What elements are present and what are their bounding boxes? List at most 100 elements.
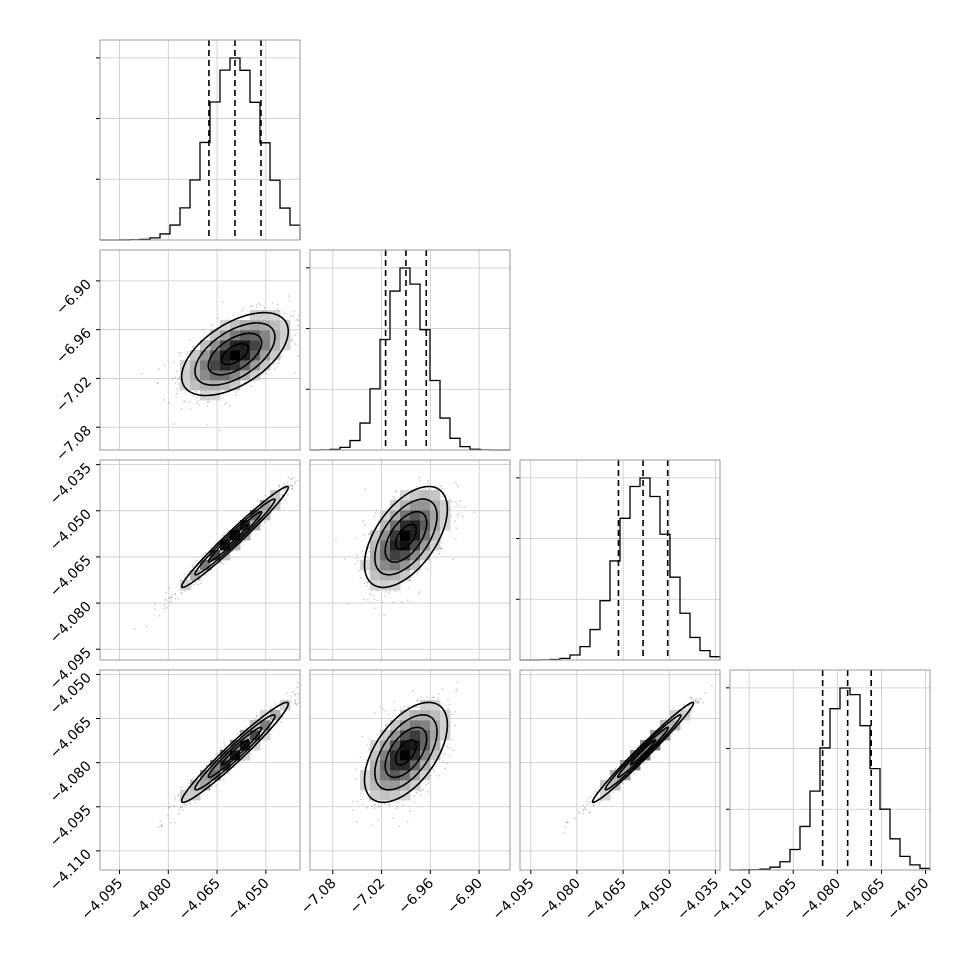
density-cell	[200, 370, 211, 381]
sample-point	[174, 592, 176, 595]
sample-point	[394, 490, 397, 493]
sample-point	[172, 378, 175, 380]
sample-point	[197, 559, 200, 562]
density-cell	[420, 750, 431, 761]
sample-point	[196, 396, 199, 399]
sample-point	[193, 583, 195, 586]
density-cell	[600, 780, 611, 791]
density-cell	[410, 730, 421, 741]
sample-point	[454, 538, 457, 541]
y-tick-label: −4.035	[47, 460, 95, 508]
sample-point	[585, 800, 588, 802]
density-cell	[230, 380, 241, 391]
density-cell	[260, 330, 271, 341]
sample-point	[456, 503, 459, 505]
sample-point	[458, 512, 461, 515]
sample-point	[296, 479, 299, 482]
sample-point	[424, 487, 427, 490]
density-cell	[250, 340, 261, 351]
sample-point	[643, 762, 646, 764]
sample-point	[154, 608, 156, 610]
sample-point	[198, 403, 201, 406]
sample-point	[359, 756, 362, 759]
sample-point	[223, 403, 226, 405]
sample-point	[366, 744, 369, 746]
sample-point	[690, 696, 693, 699]
sample-point	[413, 800, 416, 803]
sample-point	[180, 352, 183, 354]
sample-point	[294, 371, 296, 374]
density-cell	[180, 380, 191, 391]
density-cell	[180, 370, 191, 381]
density-cell	[210, 350, 221, 361]
sample-point	[357, 560, 359, 562]
sample-point	[393, 700, 396, 703]
sample-point	[355, 821, 358, 823]
density-cell	[270, 350, 281, 361]
y-tick-label: −4.080	[47, 758, 95, 806]
x-tick-label: −4.065	[840, 876, 888, 924]
contour-line	[220, 523, 250, 551]
sample-point	[612, 791, 614, 793]
sample-point	[217, 317, 220, 319]
sample-point	[395, 490, 398, 492]
sample-point	[454, 501, 457, 503]
sample-point	[206, 404, 209, 407]
sample-point	[174, 382, 177, 384]
sample-point	[273, 368, 276, 370]
sample-point	[372, 594, 374, 597]
sample-point	[255, 303, 258, 306]
sample-point	[461, 515, 464, 518]
sample-point	[178, 376, 181, 378]
sample-point	[368, 748, 370, 750]
sample-point	[250, 385, 253, 387]
sample-point	[288, 295, 290, 297]
sample-point	[368, 532, 370, 535]
sample-point	[170, 596, 173, 599]
density-cell	[410, 500, 421, 511]
sample-point	[347, 602, 349, 605]
sample-point	[224, 744, 227, 746]
sample-point	[456, 483, 458, 486]
sample-point	[153, 604, 156, 606]
sample-point	[276, 308, 279, 310]
sample-point	[297, 355, 300, 357]
sample-point	[188, 570, 191, 573]
density-cell	[390, 740, 401, 751]
sample-point	[361, 803, 364, 806]
density-cell	[200, 380, 211, 391]
sample-point	[290, 338, 293, 341]
sample-point	[360, 798, 363, 801]
sample-point	[178, 383, 181, 385]
sample-point	[158, 368, 160, 370]
sample-point	[251, 305, 254, 308]
sample-point	[385, 724, 388, 727]
density-cell	[410, 750, 421, 761]
sample-point	[229, 404, 231, 407]
sample-point	[223, 741, 225, 744]
sample-point	[234, 391, 237, 393]
sample-point	[174, 395, 177, 398]
sample-point	[456, 688, 459, 691]
density-cell	[420, 530, 431, 541]
sample-point	[205, 551, 207, 554]
sample-point	[236, 733, 239, 735]
sample-point	[454, 710, 457, 713]
sample-point	[354, 537, 357, 539]
sample-point	[420, 696, 422, 699]
density-cell	[190, 350, 201, 361]
sample-point	[218, 429, 221, 432]
density-cell	[390, 780, 401, 791]
sample-point	[189, 339, 192, 341]
sample-point	[359, 576, 362, 579]
sample-point	[289, 315, 292, 317]
sample-point	[415, 485, 418, 488]
sample-point	[679, 705, 681, 707]
sample-point	[227, 529, 230, 532]
sample-point	[188, 401, 191, 403]
density-cell	[250, 320, 261, 331]
density-cell	[190, 780, 201, 791]
sample-point	[280, 721, 283, 724]
sample-point	[296, 681, 299, 684]
sample-point	[419, 790, 422, 792]
